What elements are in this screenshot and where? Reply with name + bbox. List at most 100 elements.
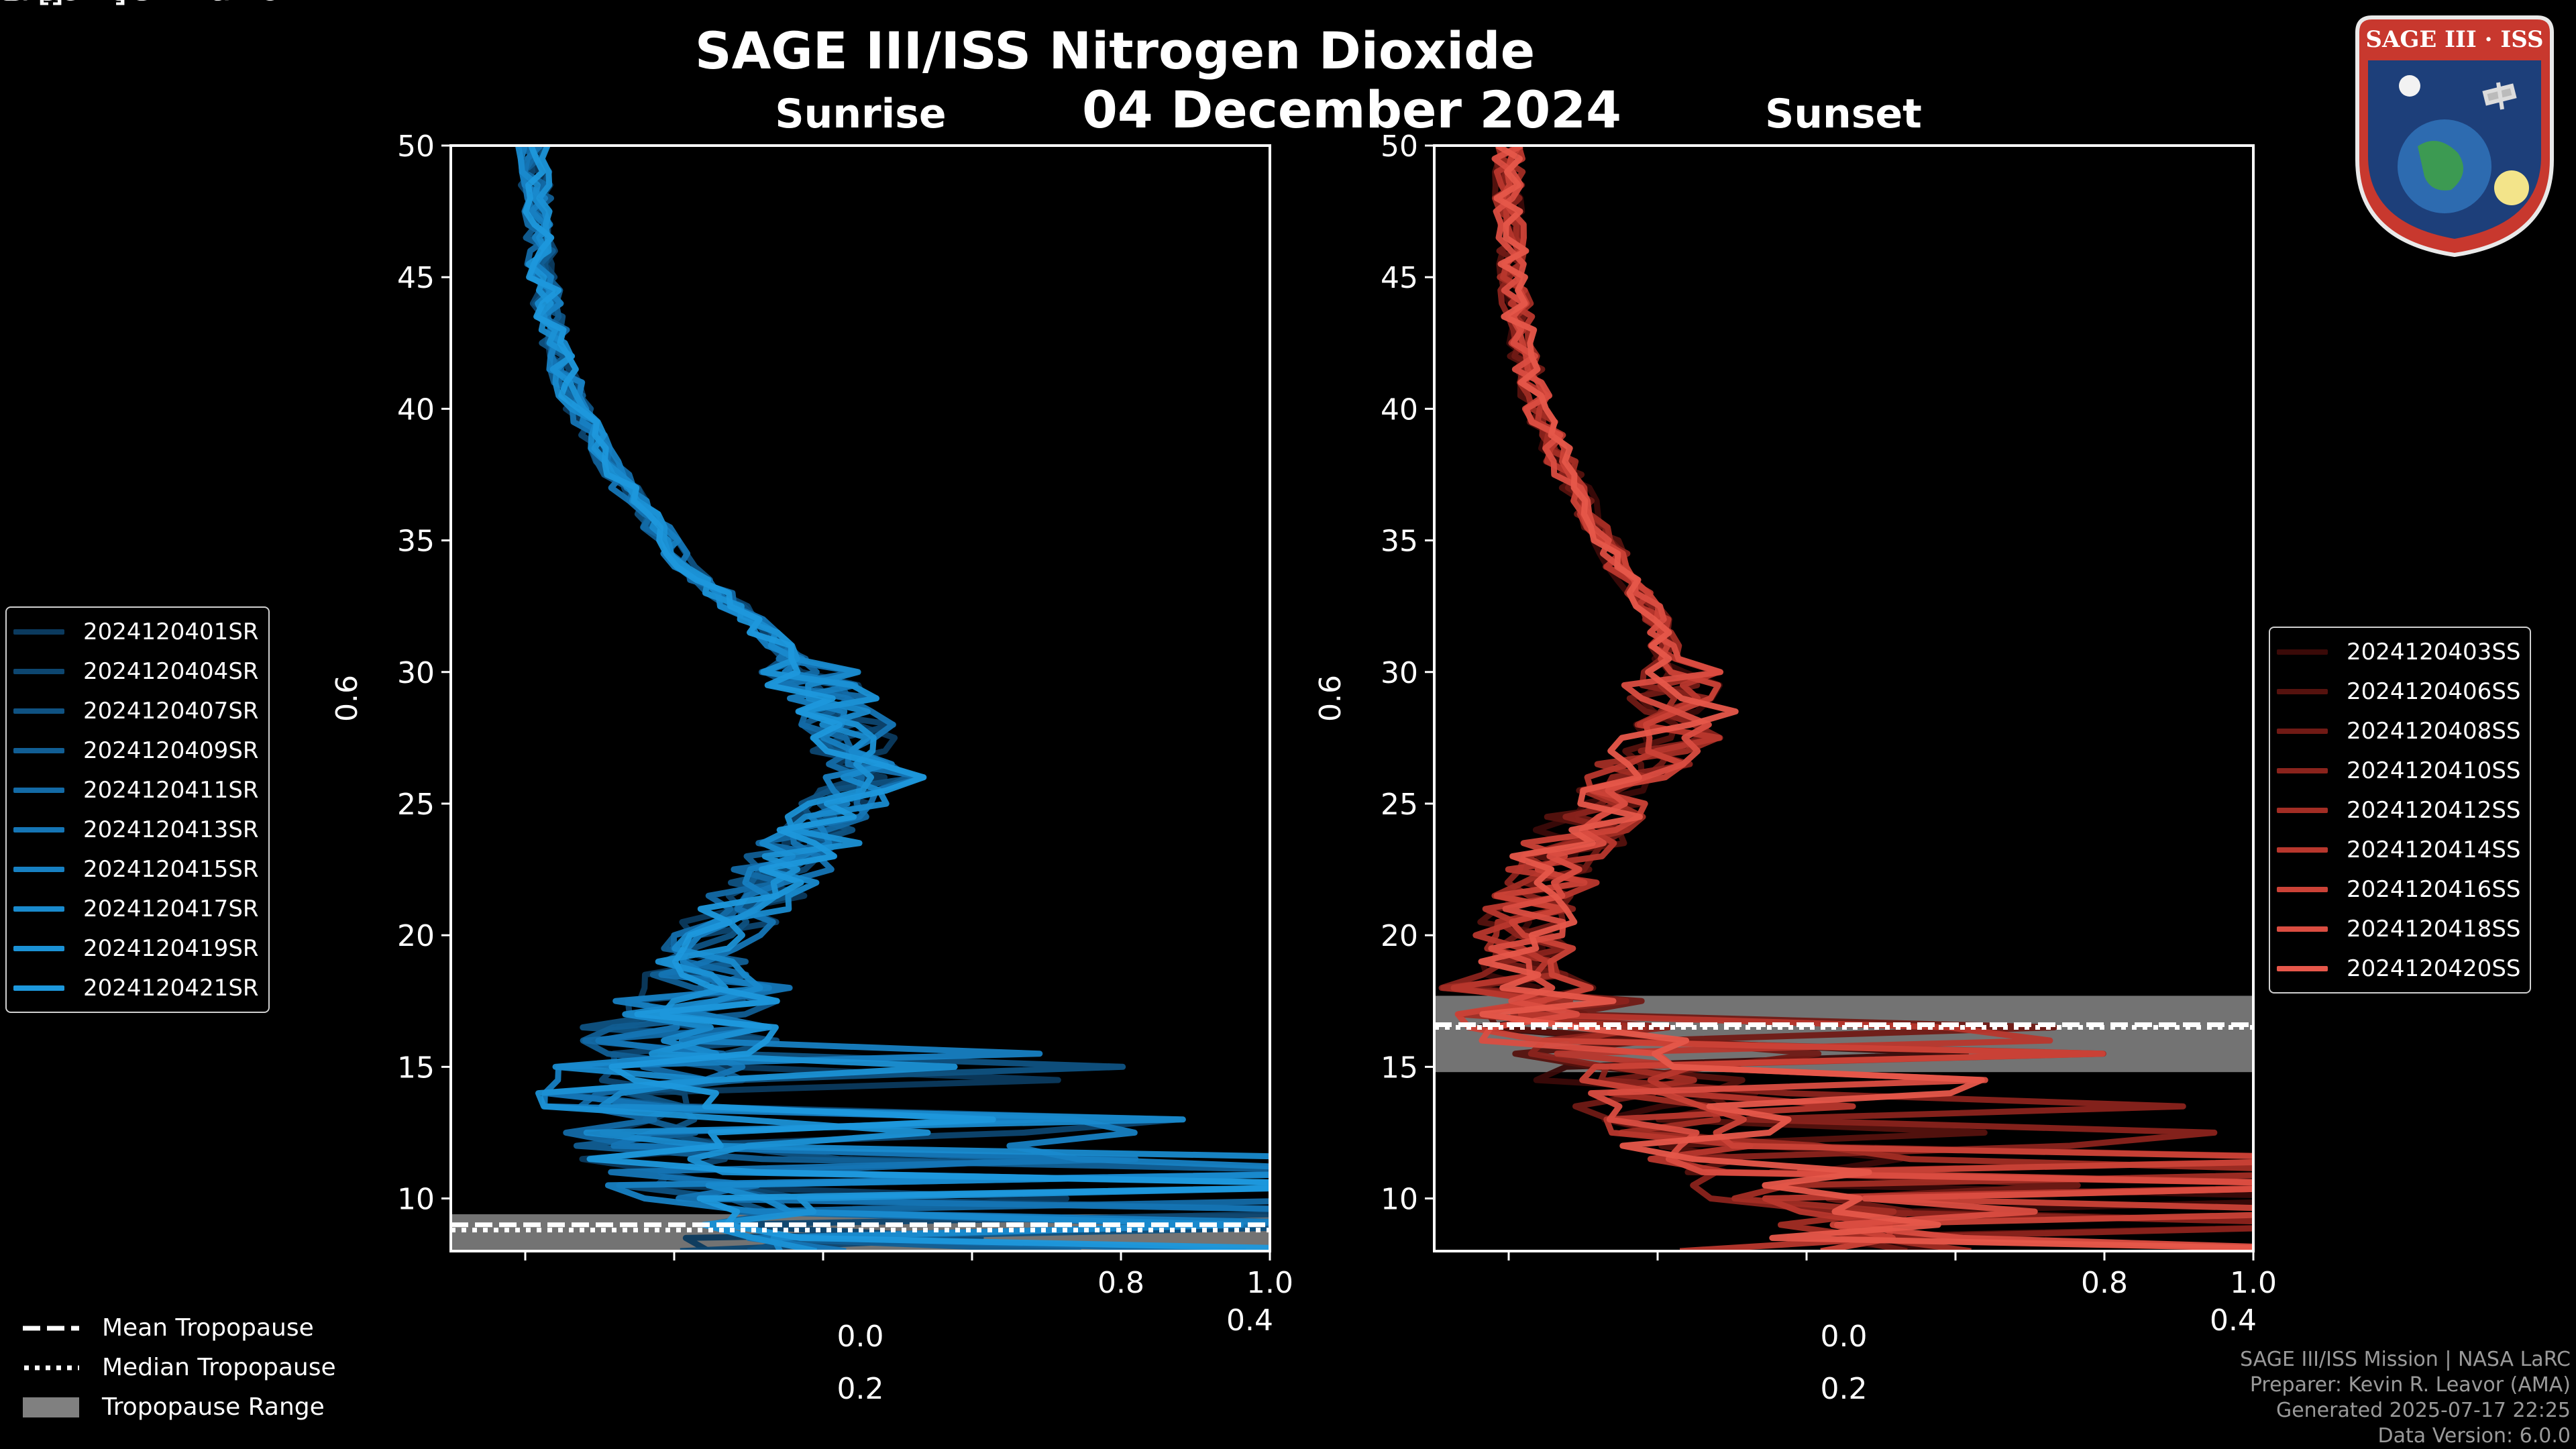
legend-item: 2024120401SR <box>13 612 259 651</box>
legend-line-icon <box>2277 728 2328 734</box>
x-tick-label: 1.0 <box>2230 1266 2277 1300</box>
legend-median-label: Median Tropopause <box>102 1354 336 1381</box>
y-tick-label: 25 <box>1381 788 1418 822</box>
x-tick-label: 0.2 <box>1821 1372 1868 1406</box>
legend-line-icon <box>13 629 64 635</box>
legend-item: 2024120406SS <box>2277 672 2520 711</box>
sunrise-axes-frame <box>449 144 1271 1252</box>
profile-line-2024120421SR <box>523 146 1270 1251</box>
sunrise-xlabel: Nitrogen Dioxide Concentration <box>0 0 307 9</box>
sunrise-ylabel: Altitude [km] <box>0 0 127 9</box>
legend-label: 2024120417SR <box>83 895 259 922</box>
legend-mean-label: Mean Tropopause <box>102 1314 314 1342</box>
logo-continent-icon <box>2418 141 2463 191</box>
legend-item: 2024120408SS <box>2277 711 2520 751</box>
y-tick-label: 10 <box>397 1183 435 1217</box>
sunset-ylabel: Altitude [km] <box>0 0 127 9</box>
credits-block: SAGE III/ISS Mission | NASA LaRC Prepare… <box>2240 1347 2571 1449</box>
legend-label: 2024120421SR <box>83 974 259 1002</box>
legend-line-icon <box>2277 807 2328 813</box>
logo-station-icon <box>2482 82 2517 110</box>
legend-label: 2024120406SS <box>2347 678 2521 705</box>
legend-item: 2024120417SR <box>13 889 259 928</box>
sunrise-xunit: [cm−3] <box>0 0 64 9</box>
sunrise-offset-label: 1e10 <box>0 0 34 7</box>
y-tick-label: 20 <box>1381 919 1418 953</box>
x-tick-label: 0.0 <box>837 1320 884 1354</box>
legend-label: 2024120415SR <box>83 855 259 883</box>
legend-line-icon <box>2277 965 2328 971</box>
legend-line-icon <box>13 826 64 833</box>
legend-item: 2024120403SS <box>2277 632 2520 672</box>
logo-moon-icon <box>2399 75 2420 97</box>
sunrise-subtitle: Sunrise <box>775 91 946 138</box>
legend-item: 2024120418SS <box>2277 909 2520 949</box>
sage-iii-iss-logo: SAGE III · ISS <box>2344 12 2565 260</box>
legend-item: 2024120416SS <box>2277 869 2520 909</box>
figure-date: 04 December 2024 <box>1082 80 1621 140</box>
legend-label: 2024120408SS <box>2347 717 2521 745</box>
legend-label: 2024120404SR <box>83 657 259 685</box>
legend-item: 2024120413SR <box>13 810 259 849</box>
legend-line-icon <box>13 747 64 753</box>
y-tick-label: 15 <box>397 1051 435 1085</box>
legend-label: 2024120407SR <box>83 697 259 724</box>
profile-line-2024120417SR <box>515 146 1270 1251</box>
legend-label: 2024120403SS <box>2347 638 2521 665</box>
legend-label: 2024120418SS <box>2347 915 2521 943</box>
legend-line-icon <box>13 985 64 991</box>
legend-line-icon <box>2277 688 2328 694</box>
sunset-axes-frame <box>1433 144 2255 1252</box>
legend-line-icon <box>2277 767 2328 773</box>
legend-label: 2024120419SR <box>83 934 259 962</box>
x-tick-label: 0.4 <box>2210 1303 2257 1338</box>
legend-line-icon <box>2277 926 2328 932</box>
legend-line-icon <box>13 668 64 674</box>
y-tick-label: 45 <box>397 261 435 295</box>
x-tick-label: 0.6 <box>1313 675 1348 722</box>
x-tick-label: 0.2 <box>837 1372 884 1406</box>
credit-line: SAGE III/ISS Mission | NASA LaRC <box>2240 1348 2571 1371</box>
legend-line-icon <box>2277 886 2328 892</box>
sunrise-legend: 2024120401SR 2024120404SR 2024120407SR 2024… <box>5 606 270 1013</box>
legend-line-icon <box>13 906 64 912</box>
y-tick-label: 35 <box>397 525 435 559</box>
legend-item: 2024120419SR <box>13 928 259 968</box>
legend-item: 2024120407SR <box>13 691 259 731</box>
credit-line: Preparer: Kevin R. Leavor (AMA) <box>2249 1373 2571 1397</box>
x-tick-label: 0.6 <box>330 675 364 722</box>
x-tick-label: 1.0 <box>1246 1266 1293 1300</box>
y-tick-label: 20 <box>397 919 435 953</box>
dotted-line-icon <box>23 1358 79 1378</box>
legend-item: 2024120409SR <box>13 731 259 770</box>
profile-line-2024120416SS <box>1454 146 2253 1251</box>
legend-range-label: Tropopause Range <box>102 1393 325 1421</box>
legend-label: 2024120409SR <box>83 737 259 764</box>
legend-tropopause-range: Tropopause Range <box>23 1387 336 1427</box>
y-tick-label: 30 <box>1381 656 1418 690</box>
y-tick-label: 50 <box>397 129 435 164</box>
legend-item: 2024120410SS <box>2277 751 2520 790</box>
legend-median-tropopause: Median Tropopause <box>23 1348 336 1387</box>
legend-mean-tropopause: Mean Tropopause <box>23 1308 336 1348</box>
legend-label: 2024120412SS <box>2347 796 2521 824</box>
legend-line-icon <box>13 945 64 951</box>
legend-item: 2024120414SS <box>2277 830 2520 869</box>
sunset-legend: 2024120403SS 2024120406SS 2024120408SS 2024… <box>2269 627 2532 994</box>
y-tick-label: 50 <box>1381 129 1418 164</box>
y-tick-label: 10 <box>1381 1183 1418 1217</box>
legend-label: 2024120410SS <box>2347 757 2521 784</box>
legend-item: 2024120404SR <box>13 651 259 691</box>
legend-line-icon <box>13 708 64 714</box>
dashed-line-icon <box>23 1318 79 1338</box>
x-tick-label: 0.0 <box>1821 1320 1868 1354</box>
range-band-icon <box>23 1397 79 1417</box>
legend-item: 2024120411SR <box>13 770 259 810</box>
y-tick-label: 45 <box>1381 261 1418 295</box>
profile-line-2024120420SS <box>1478 146 2253 1251</box>
sunset-xunit: [cm−3] <box>0 0 64 9</box>
y-tick-label: 35 <box>1381 525 1418 559</box>
legend-item: 2024120421SR <box>13 968 259 1008</box>
legend-line-icon <box>13 787 64 793</box>
legend-label: 2024120414SS <box>2347 836 2521 863</box>
